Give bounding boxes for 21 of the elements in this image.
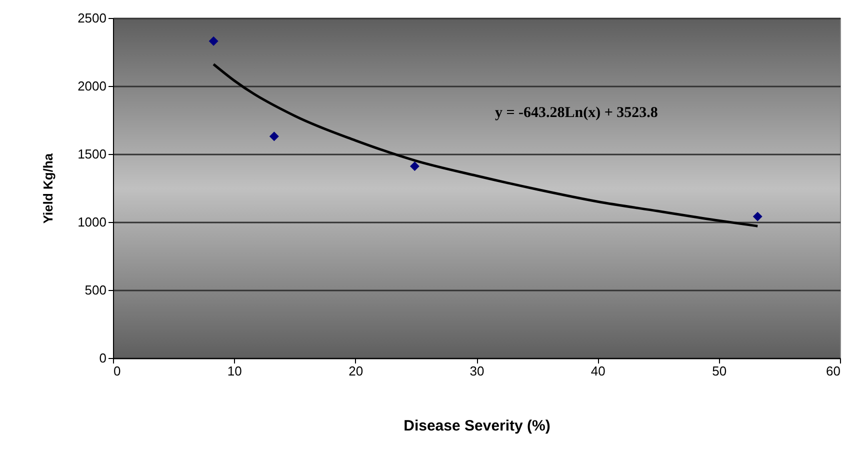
annotation: y = -643.28Ln(x) + 3523.8 [495, 105, 658, 121]
line-series [212, 62, 759, 228]
x-tick-label: 30 [470, 364, 484, 378]
y-tick-label: 2500 [78, 10, 106, 26]
y-axis-title: Yield Kg/ha [40, 152, 56, 224]
x-tick-label: 60 [826, 364, 840, 378]
x-tick-label: 0 [114, 364, 121, 378]
y-tick-label: 1000 [78, 214, 106, 230]
y-tick-label: 2000 [78, 78, 106, 94]
y-tick-label: 1500 [78, 146, 106, 162]
x-tick-label: 50 [712, 364, 727, 378]
x-tick-label: 20 [348, 364, 364, 378]
point [208, 36, 218, 46]
point [410, 161, 420, 171]
y-tick-label: 500 [84, 282, 106, 298]
point [269, 132, 279, 142]
x-tick-label: 40 [590, 364, 606, 378]
y-tick-label: 0 [99, 350, 106, 366]
point [752, 212, 762, 222]
x-tick-label: 10 [227, 364, 242, 378]
x-axis-title: Disease Severity (%) [404, 418, 550, 434]
